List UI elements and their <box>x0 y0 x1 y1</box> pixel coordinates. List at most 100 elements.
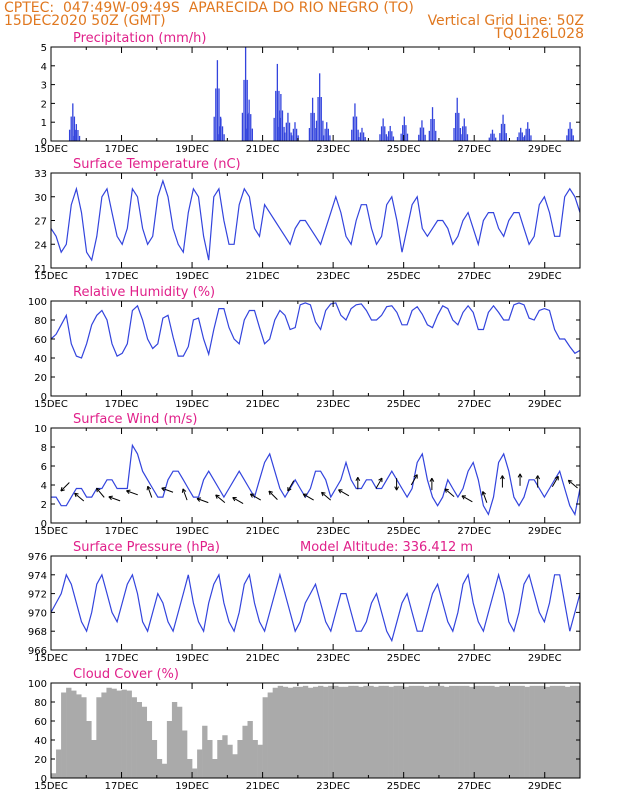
cloud-bar <box>96 697 102 778</box>
cloud-bar <box>232 754 238 778</box>
cloud-bar <box>514 685 520 778</box>
wind-arrow <box>410 474 418 486</box>
y-tick-label: 100 <box>28 297 47 308</box>
y-tick-label: 2 <box>41 500 47 511</box>
cloud-bar <box>81 697 87 778</box>
cloud-bar <box>56 749 62 778</box>
panel-0: Precipitation (mm/h) 0 1 2 3 4 5 15DEC 17DEC 19DE… <box>34 31 581 155</box>
wind-arrow <box>249 493 261 501</box>
precip-bar <box>362 132 365 141</box>
cloud-bar <box>318 685 324 778</box>
cloud-bar <box>524 686 530 778</box>
cloud-bar <box>574 685 581 778</box>
precip-bar <box>72 103 74 141</box>
precip-bar <box>463 118 465 141</box>
y-tick-label: 4 <box>41 62 47 73</box>
y-tick-label: 80 <box>34 698 47 709</box>
x-tick-label: 19DEC <box>175 653 209 664</box>
x-tick-label: 27DEC <box>457 144 491 155</box>
cloud-bar <box>166 721 173 778</box>
precip-bar <box>391 131 393 141</box>
x-tick-label: 29DEC <box>528 653 562 664</box>
y-tick-label: 8 <box>41 443 47 454</box>
x-tick-label: 27DEC <box>457 526 491 537</box>
cloud-bar <box>338 686 344 778</box>
precip-bar <box>364 137 366 141</box>
cloud-bar <box>131 697 137 778</box>
cloud-bar <box>222 735 228 778</box>
cloud-bar <box>242 725 248 778</box>
x-tick-label: 29DEC <box>528 526 562 537</box>
cloud-bar <box>197 749 203 778</box>
precip-bar <box>220 118 222 141</box>
precip-bar <box>430 119 432 141</box>
wind-arrow <box>181 488 188 501</box>
cloud-bar <box>121 689 127 778</box>
cloud-bar <box>443 686 450 778</box>
precip-bar <box>329 135 331 141</box>
panel-frame <box>50 300 581 397</box>
cloud-bar <box>297 686 304 778</box>
x-tick-label: 19DEC <box>175 271 209 282</box>
y-tick-label: 3 <box>41 81 47 92</box>
wind-arrow <box>567 479 578 489</box>
precip-bar <box>488 137 490 141</box>
precip-bar <box>280 94 282 141</box>
cloud-bar <box>141 706 148 778</box>
x-tick-label: 17DEC <box>105 653 139 664</box>
precip-bar <box>466 134 469 141</box>
wind-arrow <box>461 495 473 503</box>
x-tick-label: 25DEC <box>387 399 421 410</box>
precip-bar <box>278 110 280 141</box>
cloud-bar <box>328 685 334 778</box>
panel-3: Surface Wind (m/s) 0 2 4 6 8 10 15DEC 17DEC 19DEC… <box>34 412 581 537</box>
precip-bar <box>361 127 363 141</box>
header-grid-line: Vertical Grid Line: 50Z <box>427 13 584 29</box>
wind-arrow <box>338 489 350 497</box>
cloud-bar <box>151 740 158 778</box>
cloud-bar <box>529 685 535 778</box>
cloud-bar <box>292 686 299 778</box>
cloud-bar <box>86 721 92 778</box>
precip-bar <box>77 130 79 141</box>
precip-bar <box>500 123 503 141</box>
precip-bar <box>290 132 292 141</box>
y-tick-label: 972 <box>28 590 47 601</box>
cloud-bar <box>373 686 379 778</box>
precip-bar <box>322 135 325 141</box>
precip-bar <box>387 131 390 141</box>
cloud-bar <box>343 686 349 778</box>
x-tick-label: 23DEC <box>316 653 350 664</box>
cloud-bar <box>287 687 294 778</box>
y-tick-label: 0 <box>41 137 47 148</box>
precip-bar <box>406 133 409 141</box>
precip-bar <box>276 63 279 141</box>
cloud-bar <box>146 721 153 778</box>
panel-title: Relative Humidity (%) <box>73 285 215 300</box>
precip-bar <box>456 97 458 141</box>
x-tick-label: 19DEC <box>175 526 209 537</box>
precip-bar <box>352 116 354 141</box>
precip-bar <box>520 127 522 141</box>
y-tick-label: 2 <box>41 99 47 110</box>
cloud-bar <box>363 685 369 778</box>
x-tick-label: 17DEC <box>105 271 139 282</box>
y-tick-label: 5 <box>41 43 47 54</box>
precip-bar <box>310 112 312 141</box>
precip-bar <box>281 110 284 141</box>
precip-bar <box>217 134 219 141</box>
precip-bar <box>288 122 291 141</box>
x-tick-label: 23DEC <box>316 271 350 282</box>
x-tick-label: 17DEC <box>105 399 139 410</box>
series-line <box>50 178 581 262</box>
y-tick-label: 0 <box>41 519 47 530</box>
x-tick-label: 21DEC <box>246 653 280 664</box>
y-tick-label: 970 <box>28 608 47 619</box>
cloud-bar <box>176 706 183 778</box>
wind-arrow <box>500 475 505 488</box>
x-tick-label: 19DEC <box>175 144 209 155</box>
cloud-bar <box>433 685 440 778</box>
y-tick-label: 27 <box>34 217 47 228</box>
precip-bar <box>245 128 247 141</box>
